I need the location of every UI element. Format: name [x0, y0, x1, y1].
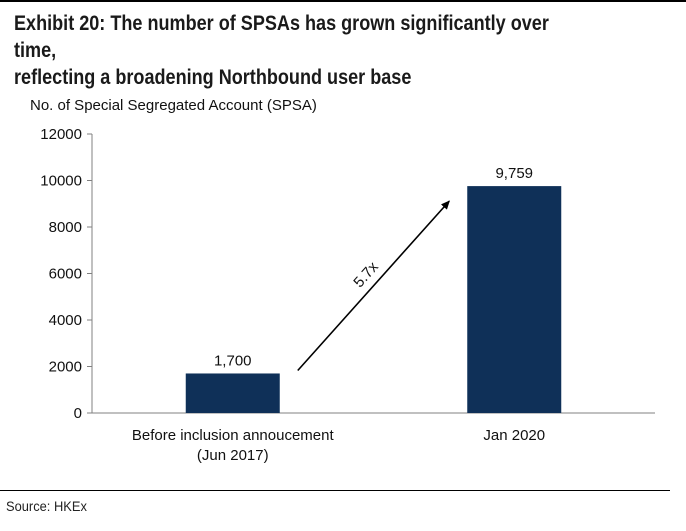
- y-tick-label: 0: [74, 405, 82, 422]
- x-tick-label: Before inclusion annoucement: [132, 427, 335, 444]
- title-line-1: Exhibit 20: The number of SPSAs has grow…: [14, 12, 549, 62]
- top-rule: [0, 0, 686, 2]
- growth-arrow: [297, 200, 450, 372]
- y-tick-label: 4000: [49, 312, 82, 329]
- x-tick-label: Jan 2020: [483, 427, 545, 444]
- bar-chart: No. of Special Segregated Account (SPSA)…: [30, 97, 655, 464]
- bottom-rule: [0, 490, 670, 491]
- growth-multiple-label: 5.7x: [350, 258, 382, 291]
- y-tick-label: 8000: [49, 219, 82, 236]
- y-axis-label: No. of Special Segregated Account (SPSA): [30, 97, 317, 114]
- y-tick-label: 2000: [49, 359, 82, 376]
- bar: [185, 373, 280, 413]
- x-tick-label: (Jun 2017): [197, 447, 269, 464]
- bar: [467, 186, 562, 413]
- plot-area: 0 2000 4000 6000 8000 10000 12000 1,700 Before i…: [40, 126, 655, 464]
- source-note: Source: HKEx: [6, 498, 87, 514]
- y-tick-label: 10000: [40, 173, 82, 190]
- data-label: 9,759: [495, 165, 533, 182]
- y-tick-label: 6000: [49, 266, 82, 283]
- exhibit-title: Exhibit 20: The number of SPSAs has grow…: [14, 10, 586, 91]
- y-tick-label: 12000: [40, 126, 82, 143]
- title-line-2: reflecting a broadening Northbound user …: [14, 66, 412, 89]
- data-label: 1,700: [214, 352, 252, 369]
